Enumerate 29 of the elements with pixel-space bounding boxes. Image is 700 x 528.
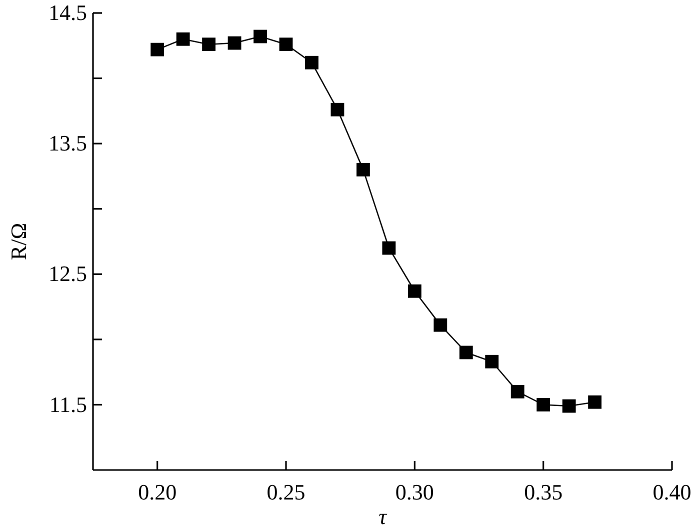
x-axis-title: τ: [378, 504, 388, 528]
point: [254, 30, 267, 44]
x-tick-label: 0.35: [524, 480, 563, 505]
point: [588, 395, 602, 409]
point: [459, 346, 473, 360]
point: [150, 42, 164, 56]
point: [382, 241, 396, 255]
point: [408, 284, 422, 298]
y-axis-title: R/Ω: [6, 222, 31, 260]
x-tick-label: 0.25: [266, 480, 306, 505]
y-tick-label: 11.5: [49, 392, 87, 417]
y-tick-label: 14.5: [48, 0, 87, 26]
point: [228, 36, 242, 50]
point: [434, 318, 448, 332]
point: [176, 32, 190, 46]
y-tick-label: 12.5: [48, 261, 87, 286]
point: [279, 38, 293, 52]
point: [356, 162, 370, 176]
point: [536, 398, 550, 412]
point: [305, 56, 318, 70]
point: [485, 354, 499, 368]
point: [510, 384, 524, 398]
x-tick-label: 0.30: [395, 480, 434, 505]
point: [330, 102, 344, 116]
x-tick-label: 0.20: [138, 480, 177, 505]
point: [202, 38, 216, 52]
point: [562, 399, 576, 413]
y-tick-label: 13.5: [48, 130, 87, 156]
x-tick-label: 0.40: [652, 480, 692, 505]
